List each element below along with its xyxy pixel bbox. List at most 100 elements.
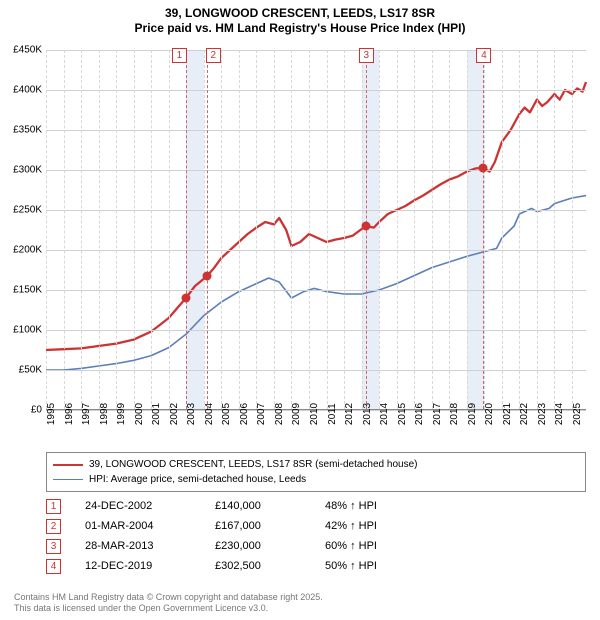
title-block: 39, LONGWOOD CRESCENT, LEEDS, LS17 8SR P…: [0, 0, 600, 36]
gridline-horizontal: [46, 50, 586, 51]
sale-price: £140,000: [215, 500, 325, 512]
sale-price: £230,000: [215, 540, 325, 552]
sale-badge: 2: [46, 519, 61, 534]
gridline-vertical: [99, 50, 100, 409]
gridline-vertical: [379, 50, 380, 409]
gridline-vertical: [256, 50, 257, 409]
x-axis-tick-label: 2019: [467, 403, 478, 425]
gridline-vertical: [169, 50, 170, 409]
gridline-vertical: [116, 50, 117, 409]
title-line-1: 39, LONGWOOD CRESCENT, LEEDS, LS17 8SR: [0, 6, 600, 21]
y-axis-tick-label: £200K: [0, 245, 42, 256]
sale-badge: 4: [46, 559, 61, 574]
x-axis-tick-label: 2006: [239, 403, 250, 425]
sale-row: 1 24-DEC-2002£140,00048% ↑ HPI: [46, 496, 435, 516]
x-axis-tick-label: 2011: [327, 403, 338, 425]
sale-pct: 60% ↑ HPI: [325, 540, 435, 552]
chart-plot-area: £0£50K£100K£150K£200K£250K£300K£350K£400…: [46, 50, 586, 410]
y-axis-tick-label: £150K: [0, 285, 42, 296]
y-axis-tick-label: £450K: [0, 45, 42, 56]
gridline-vertical: [519, 50, 520, 409]
sale-row: 4 12-DEC-2019£302,50050% ↑ HPI: [46, 556, 435, 576]
x-axis-tick-label: 2014: [379, 403, 390, 425]
gridline-vertical: [344, 50, 345, 409]
gridline-vertical: [327, 50, 328, 409]
sale-date: 24-DEC-2002: [85, 500, 215, 512]
series-line-price_paid: [46, 82, 586, 350]
sale-row: 3 28-MAR-2013£230,00060% ↑ HPI: [46, 536, 435, 556]
sale-pct: 50% ↑ HPI: [325, 560, 435, 572]
sale-pct: 48% ↑ HPI: [325, 500, 435, 512]
x-axis-tick-label: 2013: [362, 403, 373, 425]
footer-line-2: This data is licensed under the Open Gov…: [14, 603, 323, 614]
sale-pct: 42% ↑ HPI: [325, 520, 435, 532]
sale-date: 01-MAR-2004: [85, 520, 215, 532]
x-axis-tick-label: 2010: [309, 403, 320, 425]
y-axis-tick-label: £100K: [0, 325, 42, 336]
marker-dot: [361, 222, 370, 231]
gridline-horizontal: [46, 290, 586, 291]
gridline-vertical: [291, 50, 292, 409]
gridline-vertical: [204, 50, 205, 409]
marker-dot: [479, 164, 488, 173]
x-axis-tick-label: 2024: [554, 403, 565, 425]
footer-attribution: Contains HM Land Registry data © Crown c…: [14, 592, 323, 615]
marker-dot: [202, 272, 211, 281]
gridline-vertical: [572, 50, 573, 409]
sale-price: £302,500: [215, 560, 325, 572]
sale-badge: 1: [46, 499, 61, 514]
gridline-horizontal: [46, 330, 586, 331]
marker-line: [207, 50, 208, 409]
y-axis-tick-label: £250K: [0, 205, 42, 216]
y-axis-tick-label: £50K: [0, 365, 42, 376]
gridline-vertical: [81, 50, 82, 409]
sale-date: 12-DEC-2019: [85, 560, 215, 572]
gridline-vertical: [449, 50, 450, 409]
x-axis-tick-label: 2003: [186, 403, 197, 425]
sale-badge: 3: [46, 539, 61, 554]
x-axis-tick-label: 2022: [519, 403, 530, 425]
x-axis-tick-label: 2007: [256, 403, 267, 425]
sale-date: 28-MAR-2013: [85, 540, 215, 552]
y-axis-tick-label: £400K: [0, 85, 42, 96]
marker-badge: 4: [476, 48, 491, 63]
x-axis-tick-label: 2005: [221, 403, 232, 425]
y-axis-tick-label: £0: [0, 405, 42, 416]
x-axis-tick-label: 2004: [204, 403, 215, 425]
x-axis-tick-label: 1996: [64, 403, 75, 425]
y-axis-tick-label: £350K: [0, 125, 42, 136]
x-axis-tick-label: 2008: [274, 403, 285, 425]
gridline-vertical: [46, 50, 47, 409]
series-line-hpi: [46, 196, 586, 370]
gridline-vertical: [309, 50, 310, 409]
gridline-horizontal: [46, 170, 586, 171]
x-axis-tick-label: 1998: [99, 403, 110, 425]
legend-row: 39, LONGWOOD CRESCENT, LEEDS, LS17 8SR (…: [53, 457, 579, 472]
gridline-vertical: [274, 50, 275, 409]
legend-label: HPI: Average price, semi-detached house,…: [89, 474, 306, 485]
x-axis-tick-label: 2021: [502, 403, 513, 425]
x-axis-tick-label: 1997: [81, 403, 92, 425]
legend-row: HPI: Average price, semi-detached house,…: [53, 472, 579, 487]
x-axis-tick-label: 2018: [449, 403, 460, 425]
sale-row: 201-MAR-2004£167,00042% ↑ HPI: [46, 516, 435, 536]
x-axis-tick-label: 2001: [151, 403, 162, 425]
x-axis-tick-label: 2017: [432, 403, 443, 425]
legend-swatch-icon: [53, 464, 83, 466]
marker-badge: 1: [172, 48, 187, 63]
marker-badge: 2: [206, 48, 221, 63]
gridline-horizontal: [46, 130, 586, 131]
gridline-vertical: [432, 50, 433, 409]
x-axis-tick-label: 2023: [537, 403, 548, 425]
gridline-vertical: [467, 50, 468, 409]
x-axis-tick-label: 2000: [134, 403, 145, 425]
x-axis-tick-label: 2009: [291, 403, 302, 425]
x-axis-tick-label: 1999: [116, 403, 127, 425]
gridline-horizontal: [46, 210, 586, 211]
gridline-vertical: [134, 50, 135, 409]
gridline-horizontal: [46, 370, 586, 371]
gridline-vertical: [64, 50, 65, 409]
chart-container: 39, LONGWOOD CRESCENT, LEEDS, LS17 8SR P…: [0, 0, 600, 620]
x-axis-tick-label: 2025: [572, 403, 583, 425]
sales-table: 1 24-DEC-2002£140,00048% ↑ HPI 2 01-MAR-200…: [46, 496, 435, 576]
